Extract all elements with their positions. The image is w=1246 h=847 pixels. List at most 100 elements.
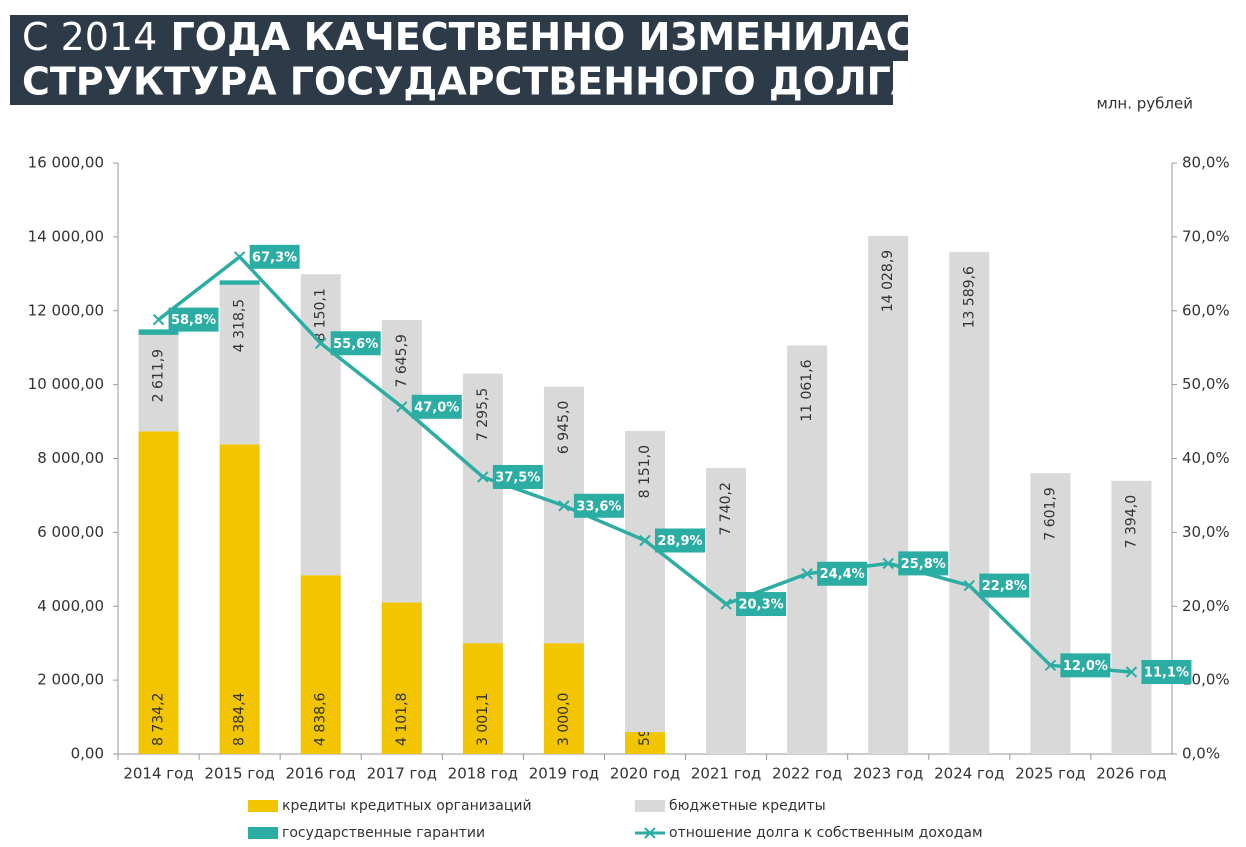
y2-tick-label: 0,0% xyxy=(1182,745,1220,763)
x-tick-label: 2020 год xyxy=(610,765,680,783)
y-tick-label: 4 000,00 xyxy=(37,597,104,615)
y2-tick-label: 80,0% xyxy=(1182,154,1230,172)
data-label: 11 061,6 xyxy=(799,359,815,421)
marker-x xyxy=(152,313,165,326)
line-marker xyxy=(233,251,246,263)
legend-marker xyxy=(248,800,278,812)
data-label: 2 611,9 xyxy=(151,349,167,402)
x-tick-label: 2024 год xyxy=(934,765,1004,783)
line-marker xyxy=(152,313,165,326)
x-tick-label: 2017 год xyxy=(367,765,437,783)
data-label: 3 001,1 xyxy=(475,693,491,746)
bar xyxy=(1111,480,1152,754)
marker-x xyxy=(963,579,976,592)
x-tick-label: 2019 год xyxy=(529,765,599,783)
label-box xyxy=(1141,659,1192,684)
bar xyxy=(543,643,584,754)
legend-marker xyxy=(635,800,665,812)
bar xyxy=(219,284,260,445)
data-label: 67,3% xyxy=(252,250,297,265)
y2-tick-label: 30,0% xyxy=(1182,523,1230,541)
y-tick-label: 14 000,00 xyxy=(28,227,104,245)
data-label: 8 151,0 xyxy=(637,445,653,498)
chart-title: С 2014 ГОДА КАЧЕСТВЕННО ИЗМЕНИЛАСЬ xyxy=(22,15,943,59)
label-box xyxy=(249,244,300,269)
data-label: 11,1% xyxy=(1144,665,1189,680)
y-tick-label: 6 000,00 xyxy=(37,523,104,541)
bar xyxy=(138,431,179,754)
data-label: 13 589,6 xyxy=(961,266,977,328)
bar xyxy=(381,320,422,603)
x-tick-label: 2021 год xyxy=(691,765,761,783)
data-label: 33,6% xyxy=(576,499,621,514)
y2-tick-label: 40,0% xyxy=(1182,449,1230,467)
x-tick-label: 2022 год xyxy=(772,765,842,783)
data-label: 6 945,0 xyxy=(556,401,572,454)
x-tick-label: 2026 год xyxy=(1096,765,1166,783)
data-label: 14 028,9 xyxy=(880,250,896,312)
data-label: 7 295,5 xyxy=(475,388,491,441)
x-tick-label: 2016 год xyxy=(286,765,356,783)
data-label: 8 150,1 xyxy=(313,288,329,341)
y2-tick-label: 10,0% xyxy=(1182,671,1230,689)
bar xyxy=(300,575,341,754)
data-label: 22,8% xyxy=(982,579,1027,594)
legend-label: государственные гарантии xyxy=(282,825,485,841)
data-label: 7 645,9 xyxy=(394,334,410,387)
x-tick-label: 2018 год xyxy=(448,765,518,783)
data-label: 4 838,6 xyxy=(313,692,329,746)
data-label: 24,4% xyxy=(820,567,865,582)
bar xyxy=(625,430,665,733)
line-marker xyxy=(1044,659,1057,672)
title-lead: С 2014 xyxy=(22,15,157,59)
label-box xyxy=(736,592,787,617)
bar xyxy=(625,732,665,754)
data-label: 55,6% xyxy=(333,337,378,352)
label-box xyxy=(411,394,462,419)
legend-label: бюджетные кредиты xyxy=(669,798,826,814)
unit-label: млн. рублей xyxy=(1097,95,1193,113)
marker-x xyxy=(477,471,489,483)
legend-label: отношение долга к собственным доходам xyxy=(669,825,983,841)
y-tick-label: 0,00 xyxy=(71,745,104,763)
marker-x xyxy=(639,534,651,547)
x-tick-label: 2015 год xyxy=(204,765,274,783)
marker-x xyxy=(396,401,408,413)
y-tick-label: 16 000,00 xyxy=(28,154,104,172)
data-label: 37,5% xyxy=(495,470,540,485)
data-label: 7 394,0 xyxy=(1123,495,1139,548)
x-tick-label: 2023 год xyxy=(853,765,923,783)
y2-tick-label: 60,0% xyxy=(1182,301,1230,319)
marker-x xyxy=(801,568,813,580)
label-box xyxy=(817,561,868,586)
marker-x xyxy=(882,557,894,570)
line-marker xyxy=(396,401,408,413)
label-box xyxy=(979,573,1030,598)
data-label: 8 734,2 xyxy=(151,693,167,746)
marker-x xyxy=(233,251,246,263)
line-marker xyxy=(639,534,651,547)
y-tick-label: 2 000,00 xyxy=(37,671,104,689)
bar xyxy=(949,252,990,754)
label-box xyxy=(330,331,381,356)
bar xyxy=(219,444,260,754)
data-label: 4 318,5 xyxy=(232,299,248,352)
line-marker xyxy=(882,557,894,570)
data-label: 47,0% xyxy=(414,400,459,415)
bar xyxy=(219,280,260,285)
line-marker xyxy=(314,337,327,349)
bar xyxy=(462,643,503,754)
data-label: 25,8% xyxy=(901,557,946,572)
bar xyxy=(1030,473,1071,754)
marker-x xyxy=(314,337,327,349)
title-bg xyxy=(10,60,893,105)
label-box xyxy=(898,551,949,576)
y2-tick-label: 20,0% xyxy=(1182,597,1230,615)
bar xyxy=(868,235,909,755)
bar xyxy=(381,602,422,754)
bar xyxy=(138,329,179,335)
data-label: 4 101,8 xyxy=(394,693,410,746)
bar xyxy=(787,345,828,754)
legend-marker xyxy=(248,827,278,839)
label-box xyxy=(1060,653,1111,678)
